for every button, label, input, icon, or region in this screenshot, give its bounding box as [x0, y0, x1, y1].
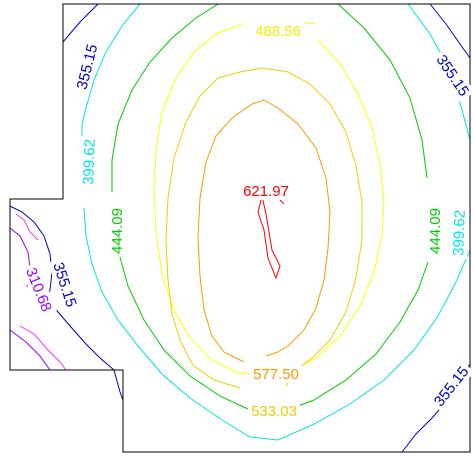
- contour-label-bg-12: [240, 182, 292, 200]
- contour-line-533-03-0: [193, 365, 241, 389]
- contour-label-355-15-4: 355.15: [431, 363, 473, 410]
- contour-label-bg-8: [426, 205, 444, 257]
- contour-line-444-09-1: [111, 3, 219, 192]
- contour-line-399-62-1: [83, 207, 471, 441]
- contour-line-488-56-0: [153, 23, 385, 377]
- contour-line-577-50-0: [197, 99, 331, 363]
- contour-label-399-62-5: 399.62: [80, 139, 99, 185]
- contour-label-bg-5: [79, 135, 99, 189]
- contour-line-533-03-1: [165, 67, 363, 371]
- contour-label-group-1: 355.15: [72, 39, 103, 95]
- contour-label-bg-2: [430, 48, 473, 103]
- contour-label-group-10: 533.03: [248, 402, 300, 420]
- domain-boundary: [9, 3, 471, 453]
- contour-label-bg-0: [20, 262, 58, 318]
- contour-label-621-97-12: 621.97: [243, 183, 289, 200]
- contour-label-488-56-9: 488.56: [255, 23, 301, 40]
- contour-label-group-4: 355.15: [428, 360, 473, 413]
- contour-line-399-62-0: [81, 3, 141, 125]
- contour-line-extra-0: [19, 325, 67, 371]
- contour-label-444-09-8: 444.09: [427, 208, 444, 254]
- contour-label-group-12: 621.97: [240, 182, 292, 200]
- contour-line-355-15-1: [429, 3, 471, 59]
- contour-label-bg-9: [252, 22, 304, 40]
- contour-label-group-9: 488.56: [252, 22, 304, 40]
- contour-label-bg-11: [250, 365, 302, 383]
- contour-label-444-09-7: 444.09: [109, 208, 126, 254]
- contour-line-310-68-1: [9, 329, 51, 371]
- contour-label-group-2: 355.15: [430, 48, 473, 103]
- contour-label-group-11: 577.50: [250, 365, 302, 383]
- contour-line-355-15-4: [113, 369, 124, 401]
- contour-label-355-15-2: 355.15: [433, 52, 473, 100]
- contour-label-group-6: 399.62: [449, 206, 469, 260]
- contour-line-355-15-0: [62, 3, 99, 43]
- contour-label-group-5: 399.62: [79, 135, 99, 189]
- contour-label-bg-1: [72, 39, 103, 95]
- contour-label-bg-3: [48, 257, 82, 313]
- contour-line-444-09-2: [337, 3, 428, 179]
- contour-label-bg-4: [428, 360, 473, 413]
- contour-label-399-62-6: 399.62: [450, 210, 469, 256]
- contour-label-group-8: 444.09: [426, 205, 444, 257]
- contour-line-extra-1: [15, 213, 39, 241]
- contour-label-355-15-1: 355.15: [74, 43, 102, 92]
- contour-line-355-15-2: [9, 205, 53, 301]
- contour-label-577-50-11: 577.50: [253, 366, 299, 383]
- contour-label-533-03-10: 533.03: [251, 403, 297, 420]
- contour-label-bg-7: [108, 205, 126, 257]
- contour-label-bg-6: [449, 206, 469, 260]
- contour-label-355-15-3: 355.15: [49, 260, 79, 309]
- contour-label-group-7: 444.09: [108, 205, 126, 257]
- contour-line-621-97-0: [257, 195, 281, 280]
- contour-label-bg-10: [248, 402, 300, 420]
- contour-line-577-50-1: [265, 351, 279, 357]
